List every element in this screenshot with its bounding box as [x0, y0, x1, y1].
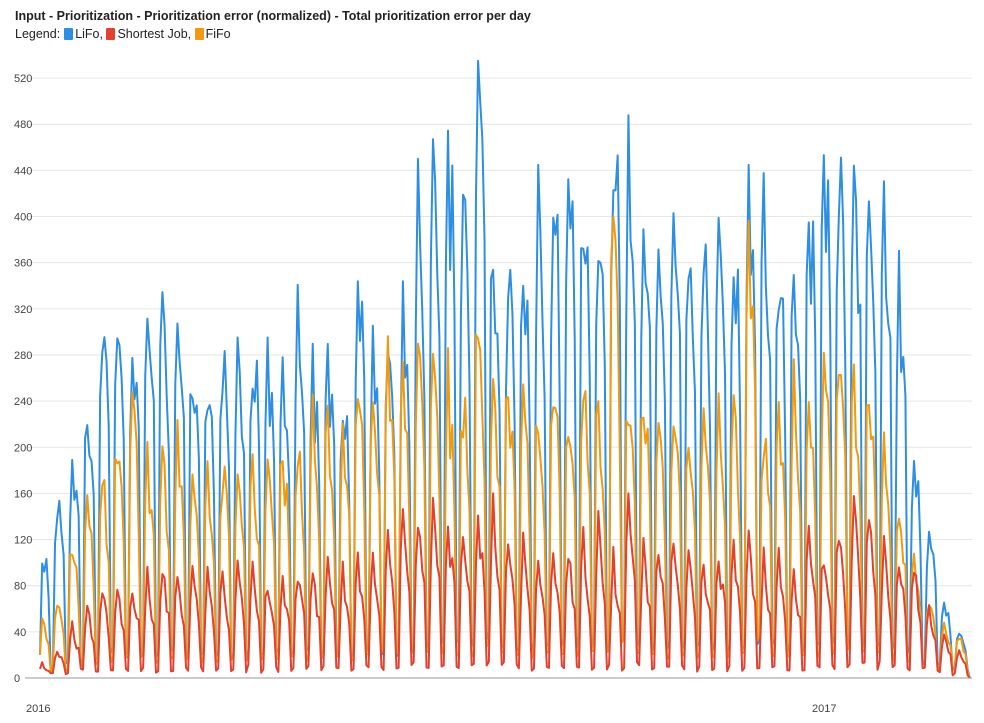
legend-swatch-fifo [194, 28, 204, 40]
legend-item-lifo[interactable]: LiFo, [64, 26, 106, 42]
y-tick-label-40: 40 [14, 627, 26, 639]
y-tick-label-320: 320 [14, 304, 32, 316]
series-line-shortest-job[interactable] [39, 492, 971, 679]
y-tick-label-80: 80 [14, 581, 26, 593]
y-tick-label-520: 520 [14, 73, 32, 85]
y-tick-label-480: 480 [14, 119, 32, 131]
y-tick-label-400: 400 [14, 212, 32, 224]
legend-item-fifo[interactable]: FiFo [194, 26, 231, 42]
y-tick-label-0: 0 [14, 673, 20, 685]
y-tick-label-440: 440 [14, 165, 32, 177]
x-axis-tick-labels: 2016 2017 [26, 703, 836, 715]
legend-label-lifo: LiFo [75, 27, 100, 41]
chart-title: Input - Prioritization - Prioritization … [15, 9, 531, 23]
legend-swatch-shortest-job [106, 28, 116, 40]
series-line-fifo[interactable] [39, 215, 971, 679]
legend-item-shortest-job[interactable]: Shortest Job, [106, 26, 194, 42]
legend-label-shortest-job: Shortest Job [117, 27, 188, 41]
y-tick-label-200: 200 [14, 442, 32, 454]
chart-legend: Legend: LiFo, Shortest Job, FiFo [15, 26, 965, 42]
y-tick-label-120: 120 [14, 535, 32, 547]
y-tick-label-160: 160 [14, 488, 32, 500]
y-axis-tick-labels: 0 40 80 120 160 200 240 280 320 360 400 440 480 520 [14, 73, 32, 685]
series-lines[interactable] [39, 59, 971, 679]
y-tick-label-360: 360 [14, 258, 32, 270]
x-tick-label-2016: 2016 [26, 703, 50, 715]
y-tick-label-280: 280 [14, 350, 32, 362]
y-tick-label-240: 240 [14, 396, 32, 408]
legend-label-fifo: FiFo [205, 27, 231, 41]
legend-prefix: Legend: [15, 27, 61, 41]
chart-header: Input - Prioritization - Prioritization … [15, 8, 965, 42]
legend-swatch-lifo [64, 28, 74, 40]
x-tick-label-2017: 2017 [812, 703, 836, 715]
